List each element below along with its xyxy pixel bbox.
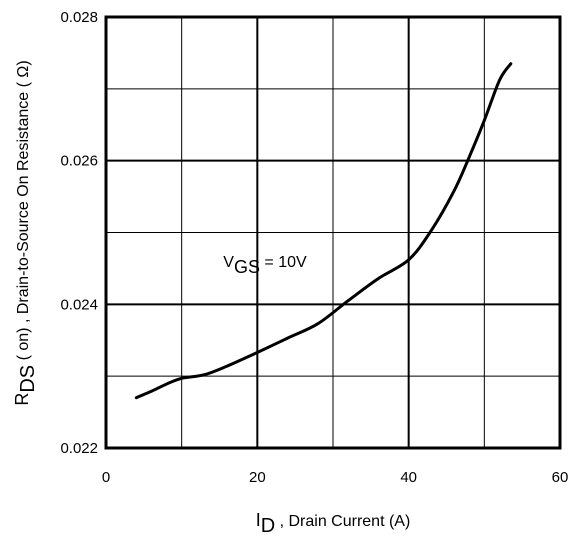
vgs-annotation-sub: GS bbox=[234, 257, 260, 277]
x-axis-label-rest: , Drain Current (A) bbox=[275, 513, 410, 530]
y-tick-label: 0.026 bbox=[60, 153, 98, 170]
vgs-annotation-rest: = 10V bbox=[260, 254, 307, 271]
vgs-annotation: VGS = 10V bbox=[223, 254, 307, 277]
y-tick-label: 0.024 bbox=[60, 296, 98, 313]
y-tick-label: 0.022 bbox=[60, 440, 98, 457]
tick-labels: 0 20 40 60 0.022 0.024 0.026 0.028 bbox=[60, 9, 568, 486]
x-axis-label: ID , Drain Current (A) bbox=[256, 510, 411, 537]
vgs-annotation-main: V bbox=[223, 254, 234, 271]
series-line bbox=[134, 62, 513, 400]
plot-frame bbox=[104, 15, 562, 450]
y-axis-label-rest: ( on) , Drain-to-Source On Resistance ( … bbox=[15, 60, 32, 365]
y-tick-label: 0.028 bbox=[60, 9, 98, 26]
x-axis-label-main: I bbox=[256, 510, 261, 530]
y-axis-label-main: R bbox=[12, 393, 32, 406]
x-tick-label: 40 bbox=[400, 469, 417, 486]
y-axis-label-sub: DS bbox=[17, 365, 39, 393]
x-tick-label: 0 bbox=[102, 469, 110, 486]
x-tick-label: 60 bbox=[552, 469, 569, 486]
x-axis-label-sub: D bbox=[261, 515, 275, 537]
y-axis-label: RDS ( on) , Drain-to-Source On Resistanc… bbox=[12, 60, 39, 405]
x-tick-label: 20 bbox=[249, 469, 266, 486]
grid-lines bbox=[106, 17, 560, 448]
